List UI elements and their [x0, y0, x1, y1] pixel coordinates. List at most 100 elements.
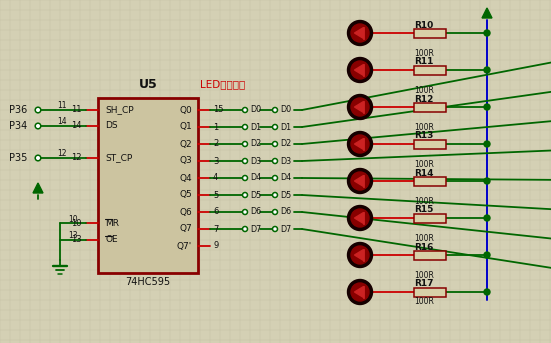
Text: 4: 4	[213, 174, 218, 182]
Circle shape	[351, 246, 369, 264]
Bar	[414, 28, 446, 37]
Circle shape	[351, 135, 369, 153]
Circle shape	[348, 95, 372, 119]
Text: Q2: Q2	[180, 140, 192, 149]
Circle shape	[348, 131, 372, 156]
Circle shape	[484, 215, 490, 221]
Circle shape	[273, 158, 278, 164]
Text: P36: P36	[9, 105, 27, 115]
Polygon shape	[33, 183, 43, 193]
Polygon shape	[354, 27, 364, 38]
Text: OE: OE	[105, 236, 117, 245]
Text: 100R: 100R	[414, 49, 434, 58]
Text: 100R: 100R	[414, 234, 434, 243]
Text: D5: D5	[280, 190, 291, 200]
Circle shape	[351, 283, 369, 301]
Text: 11: 11	[72, 106, 82, 115]
Text: 7: 7	[213, 225, 218, 234]
Circle shape	[242, 142, 247, 146]
Text: 2: 2	[213, 140, 218, 149]
Circle shape	[484, 289, 490, 295]
Circle shape	[273, 176, 278, 180]
Text: D7: D7	[280, 225, 291, 234]
Text: D5: D5	[250, 190, 261, 200]
Circle shape	[35, 123, 41, 129]
Text: 11: 11	[57, 102, 67, 110]
Polygon shape	[354, 286, 364, 297]
Text: 13: 13	[68, 232, 78, 240]
Text: 15: 15	[213, 106, 224, 115]
Circle shape	[35, 155, 41, 161]
Text: Q4: Q4	[180, 174, 192, 182]
Text: 3: 3	[213, 156, 218, 166]
Text: R14: R14	[414, 168, 434, 177]
Bar	[414, 213, 446, 223]
Text: SH_CP: SH_CP	[105, 106, 134, 115]
Text: 100R: 100R	[414, 297, 434, 307]
Text: MR: MR	[105, 218, 119, 227]
Text: D0: D0	[250, 106, 261, 115]
Text: D4: D4	[250, 174, 261, 182]
Text: P34: P34	[9, 121, 27, 131]
Polygon shape	[354, 213, 364, 224]
Text: 9: 9	[213, 241, 218, 250]
Circle shape	[242, 226, 247, 232]
Text: LED点阵模块: LED点阵模块	[201, 79, 246, 89]
Text: Q0: Q0	[179, 106, 192, 115]
Text: 10: 10	[72, 218, 82, 227]
Text: Q6: Q6	[179, 208, 192, 216]
Text: D2: D2	[280, 140, 291, 149]
Text: 1: 1	[213, 122, 218, 131]
Text: D2: D2	[250, 140, 261, 149]
Circle shape	[348, 280, 372, 305]
Circle shape	[273, 226, 278, 232]
Circle shape	[273, 107, 278, 113]
Circle shape	[273, 210, 278, 214]
Circle shape	[242, 192, 247, 198]
Bar	[414, 177, 446, 186]
Text: DS: DS	[105, 121, 117, 130]
Text: 13: 13	[72, 236, 82, 245]
Text: D6: D6	[250, 208, 261, 216]
Text: P35: P35	[9, 153, 27, 163]
Bar	[414, 250, 446, 260]
Text: D6: D6	[280, 208, 291, 216]
Text: 100R: 100R	[414, 271, 434, 280]
Circle shape	[351, 172, 369, 190]
Text: R15: R15	[414, 205, 434, 214]
Text: 100R: 100R	[414, 160, 434, 169]
Bar	[414, 103, 446, 111]
Text: D4: D4	[280, 174, 291, 182]
Text: 12: 12	[57, 150, 67, 158]
Text: R12: R12	[414, 95, 434, 104]
Text: R16: R16	[414, 243, 434, 251]
Circle shape	[348, 168, 372, 193]
Circle shape	[242, 176, 247, 180]
Text: D0: D0	[280, 106, 291, 115]
Text: R10: R10	[414, 21, 433, 29]
Text: 6: 6	[213, 208, 218, 216]
Circle shape	[348, 243, 372, 268]
Polygon shape	[354, 139, 364, 150]
Circle shape	[484, 30, 490, 36]
Polygon shape	[482, 8, 492, 18]
Text: 5: 5	[213, 190, 218, 200]
Text: Q7': Q7'	[177, 241, 192, 250]
Circle shape	[348, 21, 372, 46]
Circle shape	[484, 178, 490, 184]
Polygon shape	[354, 176, 364, 187]
Circle shape	[484, 252, 490, 258]
Text: D1: D1	[250, 122, 261, 131]
Text: 100R: 100R	[414, 123, 434, 132]
Text: 100R: 100R	[414, 197, 434, 206]
Text: Q1: Q1	[179, 122, 192, 131]
Circle shape	[348, 58, 372, 83]
Text: ST_CP: ST_CP	[105, 154, 132, 163]
Text: 12: 12	[72, 154, 82, 163]
Circle shape	[242, 210, 247, 214]
Text: 10: 10	[68, 214, 78, 224]
Text: 14: 14	[57, 118, 67, 127]
Text: U5: U5	[139, 78, 158, 91]
Circle shape	[242, 158, 247, 164]
Text: Q3: Q3	[179, 156, 192, 166]
